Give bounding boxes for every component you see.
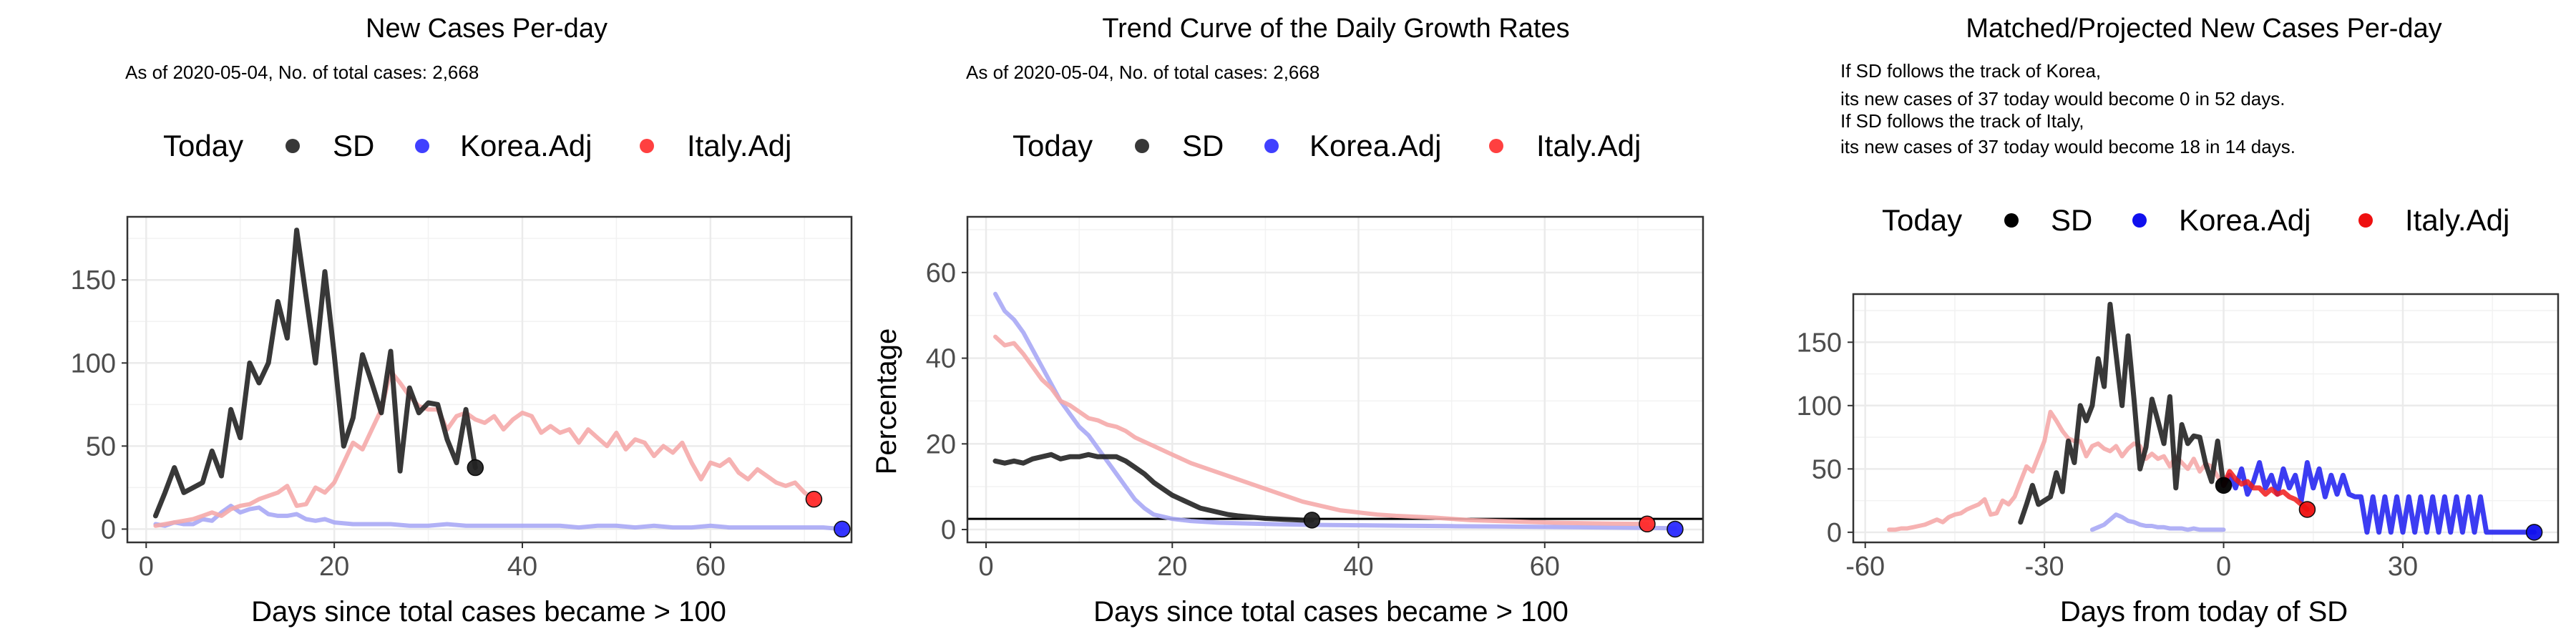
series-line-korea-adj [993, 291, 1677, 531]
annotation-line: its new cases of 37 today would become 0… [1840, 88, 2285, 109]
legend: Today SD Korea.Adj Italy.Adj [163, 129, 791, 162]
y-tick-label: 150 [71, 265, 116, 296]
y-tick-label: 60 [926, 258, 956, 288]
x-tick-label: -30 [2025, 552, 2064, 582]
series-line-korea-adj [153, 503, 844, 532]
legend-key-korea [2132, 213, 2147, 228]
today-point-korea-adj [834, 520, 851, 538]
panel-title: Trend Curve of the Daily Growth Rates [1102, 14, 1569, 44]
plot-frame [1852, 293, 2560, 544]
today-point-korea-adj [1667, 520, 1684, 538]
today-point-italy-adj [2298, 501, 2316, 518]
legend: Today SD Korea.Adj Italy.Adj [1013, 129, 1641, 162]
x-tick-label: 0 [139, 552, 154, 582]
legend-label-sd: SD [2051, 203, 2092, 237]
y-tick-label: 0 [101, 514, 116, 545]
series-line-italy-adj-projected [2221, 469, 2310, 512]
panel-new-cases: New Cases Per-day As of 2020-05-04, No. … [71, 14, 853, 628]
legend-key-sd [2004, 213, 2019, 228]
legend-title: Today [1013, 129, 1093, 162]
plot-frame [966, 215, 1704, 544]
legend-label-sd: SD [333, 129, 374, 162]
x-tick-label: 0 [978, 552, 993, 582]
x-tick-label: 60 [696, 552, 726, 582]
legend-label-italy: Italy.Adj [2405, 203, 2509, 237]
x-tick-label: 40 [507, 552, 537, 582]
panel-growth-rates: Trend Curve of the Daily Growth Rates As… [871, 14, 1704, 628]
legend-label-italy: Italy.Adj [1536, 129, 1641, 162]
annotation-block: If SD follows the track of Korea, its ne… [1840, 60, 2296, 157]
today-point-sd [467, 459, 484, 477]
legend-label-sd: SD [1182, 129, 1224, 162]
x-tick-label: 30 [2388, 552, 2418, 582]
x-tick-label: 60 [1530, 552, 1560, 582]
series-line-korea-adj-projected [2221, 460, 2537, 535]
series-line-italy-adj [153, 369, 816, 528]
panel-title: Matched/Projected New Cases Per-day [1966, 14, 2441, 44]
series-line-italy-adj [993, 334, 1649, 527]
legend: Today SD Korea.Adj Italy.Adj [1882, 203, 2509, 237]
legend-title: Today [1882, 203, 1962, 237]
legend-label-korea: Korea.Adj [460, 129, 592, 162]
legend-key-italy [2358, 213, 2373, 228]
plot-area: 0 20 40 60 0 50 100 150 [71, 215, 853, 582]
y-tick-label: 100 [71, 348, 116, 379]
plot-area: -60 -30 0 30 0 50 100 150 [1797, 293, 2560, 582]
y-tick-label: 50 [86, 431, 116, 462]
series-line-sd [152, 228, 478, 519]
panel-subtitle: As of 2020-05-04, No. of total cases: 2,… [125, 62, 479, 83]
y-axis-label: Percentage [871, 328, 902, 475]
x-tick-label: 40 [1343, 552, 1373, 582]
today-point-italy-adj [1639, 515, 1656, 533]
today-point-sd [1303, 512, 1321, 529]
x-axis-label: Days since total cases became > 100 [1093, 596, 1568, 628]
legend-key-italy [1489, 139, 1503, 153]
annotation-line: If SD follows the track of Korea, [1840, 60, 2101, 82]
y-tick-label: 0 [941, 515, 956, 545]
panel-matched-projected: Matched/Projected New Cases Per-day If S… [1797, 14, 2560, 628]
x-tick-label: 0 [2216, 552, 2231, 582]
annotation-line: its new cases of 37 today would become 1… [1840, 136, 2296, 157]
today-point-korea-adj [2525, 524, 2543, 541]
x-axis-label: Days from today of SD [2060, 596, 2348, 628]
series-line-sd [2018, 301, 2226, 525]
series-line-italy-adj-matched [1887, 409, 2226, 532]
series-line-sd [992, 452, 1314, 523]
plot-frame [126, 215, 853, 544]
legend-title: Today [163, 129, 243, 162]
legend-key-italy [640, 139, 654, 153]
x-axis-label: Days since total cases became > 100 [251, 596, 726, 628]
y-tick-label: 20 [926, 429, 956, 459]
legend-label-korea: Korea.Adj [2179, 203, 2311, 237]
legend-key-sd [1135, 139, 1149, 153]
legend-key-sd [286, 139, 300, 153]
x-tick-label: 20 [319, 552, 349, 582]
x-tick-label: 20 [1157, 552, 1187, 582]
y-tick-label: 0 [1827, 518, 1842, 548]
legend-key-korea [1264, 139, 1279, 153]
legend-key-korea [415, 139, 429, 153]
series-line-korea-adj-matched [2089, 512, 2226, 532]
annotation-line: If SD follows the track of Italy, [1840, 110, 2084, 132]
panel-subtitle: As of 2020-05-04, No. of total cases: 2,… [966, 62, 1319, 83]
y-tick-label: 150 [1797, 328, 1842, 358]
legend-label-italy: Italy.Adj [687, 129, 791, 162]
x-tick-label: -60 [1845, 552, 1885, 582]
plot-area: 0 20 40 60 0 20 40 60 [926, 215, 1704, 582]
panel-title: New Cases Per-day [366, 14, 608, 44]
today-point-italy-adj [805, 490, 823, 508]
today-point-sd [2215, 477, 2233, 494]
y-tick-label: 50 [1812, 454, 1842, 484]
y-tick-label: 40 [926, 344, 956, 374]
y-tick-label: 100 [1797, 391, 1842, 421]
legend-label-korea: Korea.Adj [1309, 129, 1441, 162]
